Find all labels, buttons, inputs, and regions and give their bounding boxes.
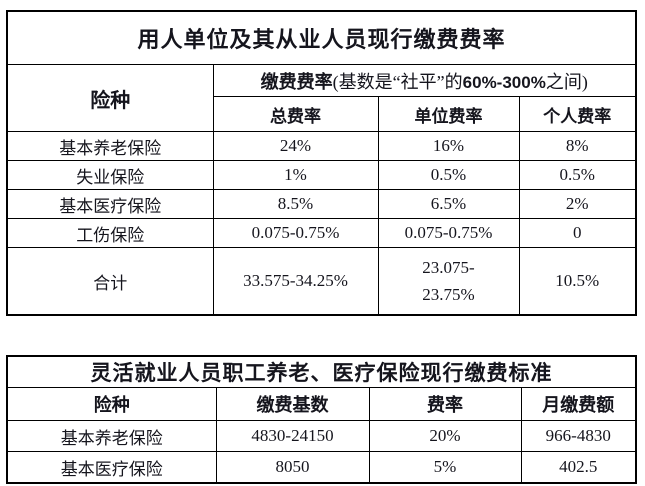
- table1-kind-header: 险种: [6, 64, 214, 132]
- table1-subheader-personal: 个人费率: [518, 96, 637, 132]
- table2-header-base: 缴费基数: [215, 387, 370, 421]
- row-rate: 20%: [368, 420, 522, 452]
- rate-header-range: 60%-300%: [462, 72, 546, 92]
- row-total-rate: 1%: [212, 160, 379, 190]
- rate-header-mid: (基数是“社平”的: [332, 71, 463, 92]
- row-employer-rate: 0.5%: [377, 160, 520, 190]
- table2-header-rate: 费率: [368, 387, 522, 421]
- table-row: 失业保险 1% 0.5% 0.5%: [6, 160, 637, 190]
- row-personal-rate: 10.5%: [518, 247, 637, 316]
- rate-header-suffix: 之间): [545, 71, 588, 92]
- table-row: 灵活就业人员职工养老、医疗保险现行缴费标准: [6, 355, 637, 388]
- row-total-rate: 24%: [212, 131, 379, 161]
- table-row: 总费率 单位费率 个人费率: [7, 96, 637, 132]
- employer-contribution-rate-table: 用人单位及其从业人员现行缴费费率 险种 缴费费率(基数是“社平”的60%-300…: [6, 10, 638, 316]
- row-employer-rate: 16%: [377, 131, 520, 161]
- table1-rate-header: 缴费费率(基数是“社平”的60%-300%之间): [212, 64, 637, 97]
- row-name: 基本医疗保险: [6, 189, 214, 219]
- row-personal-rate: 8%: [518, 131, 637, 161]
- table-row: 险种 缴费费率(基数是“社平”的60%-300%之间): [6, 64, 637, 132]
- table2-title: 灵活就业人员职工养老、医疗保险现行缴费标准: [6, 355, 637, 388]
- row-name: 工伤保险: [6, 218, 214, 248]
- table-row: 工伤保险 0.075-0.75% 0.075-0.75% 0: [6, 218, 637, 248]
- row-total-rate: 8.5%: [212, 189, 379, 219]
- table-row: 基本养老保险 24% 16% 8%: [6, 131, 637, 161]
- rate-header-prefix: 缴费费率: [260, 71, 333, 92]
- row-name: 合计: [6, 247, 214, 316]
- row-personal-rate: 0.5%: [518, 160, 637, 190]
- row-employer-rate: 23.075-23.75%: [377, 247, 520, 316]
- table-row: 基本医疗保险 8.5% 6.5% 2%: [6, 189, 637, 219]
- row-base: 8050: [215, 451, 370, 484]
- table-row: 险种 缴费基数 费率 月缴费额: [6, 387, 637, 421]
- table-row: 基本医疗保险 8050 5% 402.5: [6, 451, 637, 484]
- row-employer-rate: 6.5%: [377, 189, 520, 219]
- row-total-rate: 33.575-34.25%: [212, 247, 379, 316]
- row-monthly: 966-4830: [520, 420, 637, 452]
- row-personal-rate: 2%: [518, 189, 637, 219]
- row-total-rate: 0.075-0.75%: [212, 218, 379, 248]
- table2-header-monthly: 月缴费额: [520, 387, 637, 421]
- table1-subheader-total: 总费率: [212, 96, 379, 132]
- table1-subheader-employer: 单位费率: [377, 96, 520, 132]
- row-base: 4830-24150: [215, 420, 370, 452]
- row-personal-rate: 0: [518, 218, 637, 248]
- table1-title: 用人单位及其从业人员现行缴费费率: [6, 10, 637, 65]
- table-row: 合计 33.575-34.25% 23.075-23.75% 10.5%: [6, 247, 637, 316]
- row-monthly: 402.5: [520, 451, 637, 484]
- table-row: 用人单位及其从业人员现行缴费费率: [6, 10, 637, 65]
- row-rate: 5%: [368, 451, 522, 484]
- table2-header-kind: 险种: [6, 387, 217, 421]
- row-name: 基本养老保险: [6, 131, 214, 161]
- row-name: 基本养老保险: [6, 420, 217, 452]
- table-row: 基本养老保险 4830-24150 20% 966-4830: [6, 420, 637, 452]
- wrapped-value: 23.075-23.75%: [422, 258, 475, 304]
- flexible-employment-standard-table: 灵活就业人员职工养老、医疗保险现行缴费标准 险种 缴费基数 费率 月缴费额 基本…: [6, 355, 637, 484]
- row-name: 失业保险: [6, 160, 214, 190]
- row-employer-rate: 0.075-0.75%: [377, 218, 520, 248]
- row-name: 基本医疗保险: [6, 451, 217, 484]
